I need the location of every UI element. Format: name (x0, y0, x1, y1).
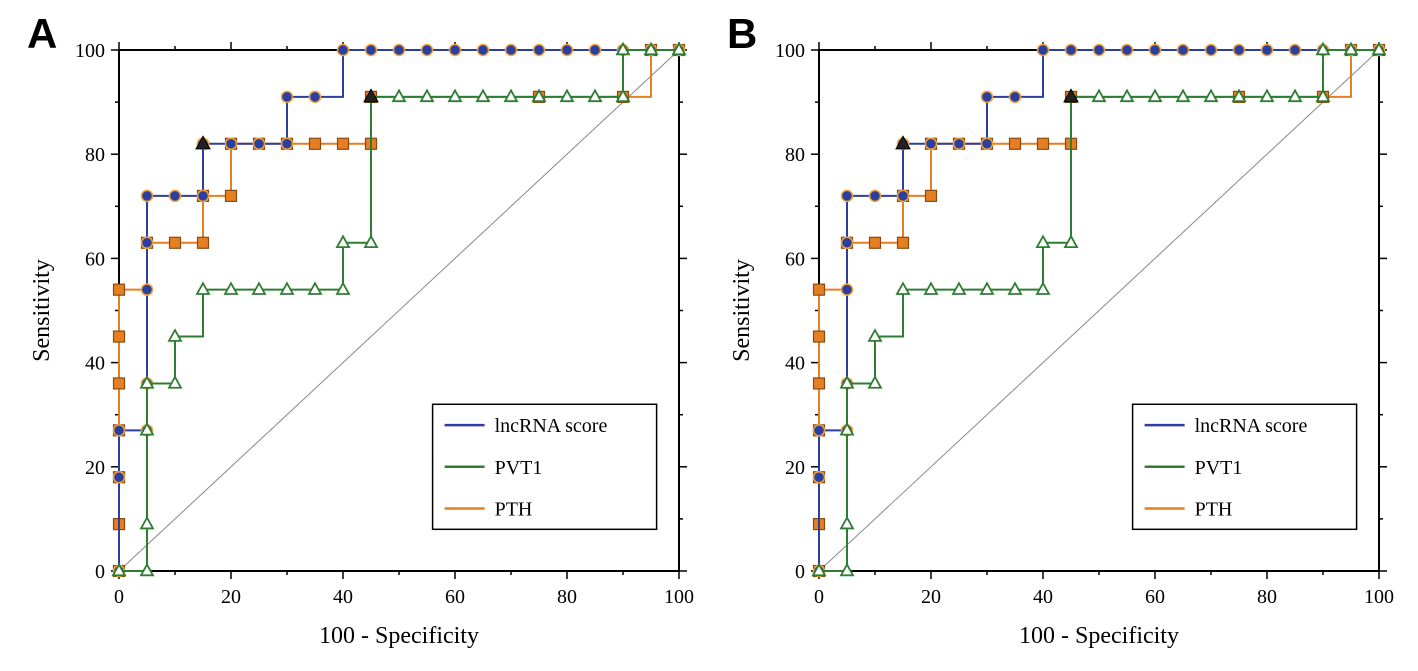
svg-text:40: 40 (1033, 586, 1053, 608)
svg-text:80: 80 (85, 144, 105, 166)
svg-text:lncRNA score: lncRNA score (1195, 415, 1308, 437)
svg-text:0: 0 (95, 561, 105, 583)
svg-text:80: 80 (557, 586, 577, 608)
svg-text:100: 100 (75, 40, 105, 62)
svg-text:60: 60 (445, 586, 465, 608)
svg-text:40: 40 (785, 353, 805, 375)
svg-text:100: 100 (775, 40, 805, 62)
svg-text:100 - Specificity: 100 - Specificity (1019, 623, 1179, 649)
svg-text:20: 20 (85, 457, 105, 479)
svg-text:lncRNA score: lncRNA score (495, 415, 608, 437)
svg-text:20: 20 (221, 586, 241, 608)
svg-text:PTH: PTH (1195, 498, 1233, 520)
panel-B: B 00 20 20 40 40 60 60 80 80 100 100 100 - Specific… (709, 10, 1409, 661)
svg-text:Sensitivity: Sensitivity (729, 259, 755, 362)
svg-text:PVT1: PVT1 (495, 457, 543, 479)
svg-text:0: 0 (795, 561, 805, 583)
roc-chart-B: 00 20 20 40 40 60 60 80 80 100 100 100 - Specificit… (709, 10, 1409, 661)
svg-text:40: 40 (85, 353, 105, 375)
svg-text:60: 60 (1145, 586, 1165, 608)
panel-A-label: A (27, 10, 57, 58)
svg-text:100: 100 (664, 586, 694, 608)
svg-text:20: 20 (785, 457, 805, 479)
svg-text:100 - Specificity: 100 - Specificity (319, 623, 479, 649)
svg-text:40: 40 (333, 586, 353, 608)
svg-text:PTH: PTH (495, 498, 533, 520)
svg-text:80: 80 (785, 144, 805, 166)
svg-text:60: 60 (85, 248, 105, 270)
svg-text:Sensitivity: Sensitivity (29, 259, 55, 362)
svg-text:0: 0 (114, 586, 124, 608)
svg-text:80: 80 (1257, 586, 1277, 608)
panel-A: A 00 20 20 40 40 60 60 80 80 100 100 100 - Specific… (9, 10, 709, 661)
panel-B-label: B (727, 10, 757, 58)
roc-chart-A: 00 20 20 40 40 60 60 80 80 100 100 100 - Specificit… (9, 10, 709, 661)
figure-container: A 002020404060608080100100100 - Specific… (0, 0, 1418, 671)
svg-text:60: 60 (785, 248, 805, 270)
svg-text:0: 0 (814, 586, 824, 608)
svg-text:20: 20 (921, 586, 941, 608)
svg-text:100: 100 (1364, 586, 1394, 608)
svg-text:PVT1: PVT1 (1195, 457, 1243, 479)
